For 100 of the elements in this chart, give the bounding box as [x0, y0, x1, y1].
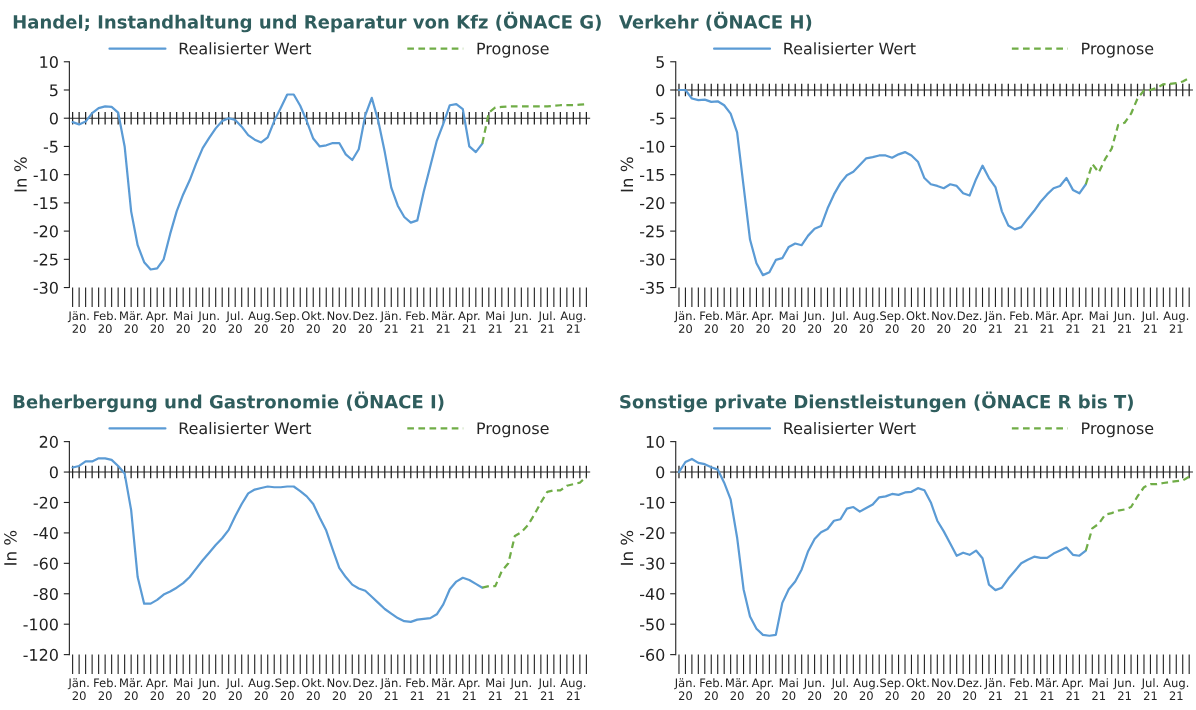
y-tick-label: -50: [640, 618, 665, 631]
y-tick-label: 20: [39, 435, 58, 448]
x-tick-label: Apr. 20: [751, 311, 773, 333]
x-tick-label: Mär. 20: [726, 678, 749, 701]
x-tick-label: Feb. 21: [1010, 678, 1033, 700]
y-tick-label: -20: [640, 197, 665, 210]
x-tick-label: Jul. 21: [1141, 678, 1158, 700]
legend-label: Realisierter Wert: [179, 421, 312, 435]
x-tick-label: Jän. 20: [674, 678, 695, 701]
x-tick-label: Nov. 20: [932, 311, 956, 333]
x-tick-label: Mär. 20: [120, 311, 143, 333]
x-tick-label: Jul. 20: [831, 311, 848, 333]
line-series: [677, 88, 1087, 277]
x-tick-label: Feb. 21: [406, 678, 429, 700]
legend-label: Realisierter Wert: [784, 421, 916, 435]
x-tick-label: Feb. 20: [94, 678, 116, 701]
x-tick-label: Jun. 21: [509, 678, 531, 700]
x-tick-label: Aug. 20: [853, 678, 879, 701]
x-tick-label: Apr. 21: [1061, 311, 1083, 333]
x-tick-label: Mai 20: [174, 678, 193, 701]
x-tick-label: Mär. 21: [1036, 311, 1059, 333]
y-tick-label: -35: [640, 281, 664, 294]
y-tick-label: -5: [43, 140, 58, 153]
x-tick-label: Mai 20: [779, 678, 798, 701]
y-tick-label: -30: [640, 557, 665, 570]
x-tick-label: Dez. 20: [957, 311, 982, 333]
x-tick-label: Jun. 20: [197, 311, 219, 333]
y-tick-label: 10: [646, 435, 665, 448]
x-tick-label: Apr. 20: [145, 311, 168, 333]
y-tick-label: 5: [50, 84, 58, 97]
y-tick-label: 0: [49, 112, 58, 125]
y-tick-label: -30: [33, 281, 58, 294]
y-tick-label: -10: [640, 140, 665, 153]
x-tick-label: Jän. 21: [379, 311, 401, 333]
y-tick-label: -5: [650, 112, 664, 125]
chart-title: Handel; Instandhaltung und Reparatur von Kfz (ÖNACE G): [13, 11, 601, 33]
x-tick-label: Jän. 20: [67, 678, 89, 701]
x-tick-label: Aug. 21: [1163, 678, 1189, 700]
x-tick-label: Feb. 20: [94, 311, 116, 333]
y-tick-label: -20: [33, 496, 58, 509]
x-tick-label: Jun. 21: [1113, 678, 1135, 700]
x-tick-label: Aug. 20: [853, 311, 879, 333]
y-tick-label: -10: [33, 168, 58, 181]
x-tick-label: Dez. 20: [353, 311, 377, 333]
x-tick-label: Mai 21: [486, 678, 505, 700]
x-tick-label: Mär. 21: [432, 311, 455, 333]
x-tick-label: Mär. 20: [120, 678, 143, 701]
x-tick-label: Okt. 20: [301, 311, 324, 333]
x-tick-label: Dez. 20: [353, 678, 377, 701]
x-tick-label: Jun. 21: [1113, 311, 1135, 333]
y-tick-label: -15: [640, 169, 664, 181]
x-tick-label: Feb. 20: [700, 311, 723, 333]
x-tick-label: Sep. 20: [880, 311, 904, 333]
y-tick-label: 0: [49, 466, 58, 479]
x-tick-label: Aug. 21: [560, 311, 586, 333]
y-tick-label: -60: [640, 648, 665, 661]
legend-label: Realisierter Wert: [784, 42, 916, 55]
x-tick-label: Jul. 20: [225, 311, 243, 333]
x-tick-label: Jul. 20: [831, 678, 848, 701]
chart-title: Verkehr (ÖNACE H): [618, 11, 812, 31]
x-tick-label: Nov. 20: [327, 311, 351, 333]
y-tick-label: -40: [640, 587, 665, 601]
x-tick-label: Jän. 21: [379, 678, 401, 700]
line-series: [71, 93, 484, 271]
line-series: [71, 457, 484, 624]
y-tick-label: -100: [23, 618, 58, 631]
x-tick-label: Jul. 21: [537, 678, 555, 700]
x-tick-label: Aug. 20: [248, 678, 274, 701]
y-tick-label: 5: [656, 56, 664, 69]
x-tick-label: Mär. 21: [432, 678, 455, 700]
y-axis-title: In %: [620, 157, 634, 192]
x-tick-label: Sep. 20: [275, 678, 299, 701]
x-tick-label: Jän. 20: [67, 311, 89, 333]
x-tick-label: Jul. 21: [537, 311, 555, 333]
x-tick-label: Aug. 20: [248, 311, 274, 333]
x-tick-label: Mai 20: [779, 311, 798, 333]
line-series: [677, 457, 1087, 637]
y-tick-label: -60: [33, 557, 58, 570]
x-tick-label: Mai 21: [1089, 311, 1108, 333]
x-tick-label: Feb. 20: [700, 678, 723, 701]
legend-label: Prognose: [1082, 42, 1154, 58]
x-tick-label: Aug. 21: [560, 678, 586, 700]
y-tick-label: -15: [33, 197, 58, 210]
y-tick-label: -30: [640, 253, 665, 266]
x-tick-label: Mai 20: [174, 311, 193, 333]
x-tick-label: Jun. 20: [803, 311, 825, 333]
x-tick-label: Mär. 21: [1036, 678, 1059, 700]
x-tick-label: Jän. 20: [674, 311, 695, 333]
x-tick-label: Apr. 20: [751, 678, 773, 701]
x-tick-label: Sep. 20: [880, 678, 904, 701]
chart-title: Beherbergung und Gastronomie (ÖNACE I): [13, 391, 444, 413]
y-tick-label: -10: [640, 496, 665, 509]
x-tick-label: Apr. 21: [458, 311, 480, 333]
y-tick-label: -20: [33, 225, 58, 238]
x-tick-label: Jun. 21: [509, 311, 531, 333]
x-tick-label: Okt. 20: [301, 678, 324, 701]
x-tick-label: Apr. 20: [145, 678, 168, 701]
x-tick-label: Jun. 20: [197, 678, 219, 701]
line-series: [1084, 475, 1191, 552]
x-tick-label: Mai 21: [486, 311, 505, 333]
